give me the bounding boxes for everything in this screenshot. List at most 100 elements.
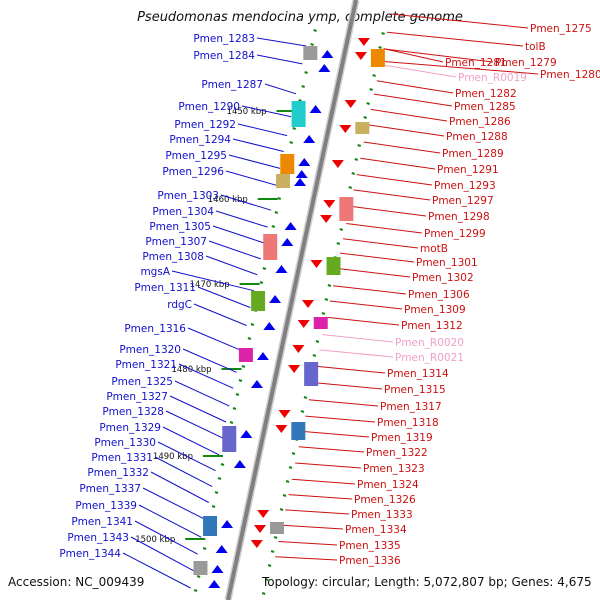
- reverse-gene-arrow: [275, 425, 288, 433]
- gene-label-right: Pmen_1291: [437, 164, 499, 176]
- tick-mark-left: [274, 211, 279, 214]
- leader-line-left: [138, 504, 202, 538]
- tick-mark-left: [214, 491, 219, 494]
- tick-mark-right: [381, 32, 385, 35]
- gene-label-right: Pmen_1315: [384, 384, 446, 396]
- gene-label-right: Pmen_1334: [345, 524, 407, 536]
- leader-line-right: [295, 462, 362, 469]
- tick-mark-right: [321, 312, 326, 315]
- forward-gene-arrow: [263, 322, 276, 330]
- leader-line-left: [171, 270, 255, 292]
- forward-gene-arrow: [303, 135, 316, 143]
- leader-line-right: [298, 446, 365, 453]
- leader-line-right: [387, 31, 524, 47]
- reverse-gene-arrow: [344, 100, 357, 108]
- leader-line-right: [336, 267, 411, 278]
- tick-mark-right: [366, 102, 370, 105]
- gene-label-left: Pmen_1329: [99, 422, 161, 434]
- forward-gene-arrow: [269, 295, 282, 303]
- gene-label-left: Pmen_1344: [59, 548, 121, 560]
- tick-mark-right: [354, 158, 359, 161]
- leader-line-right: [383, 48, 444, 63]
- tick-mark-right: [357, 144, 362, 147]
- leader-line-right: [363, 141, 441, 154]
- forward-gene-arrow: [215, 545, 228, 553]
- scale-label: 1490 kbp: [153, 452, 193, 462]
- tick-mark-left: [277, 197, 282, 200]
- tick-mark-right: [288, 466, 293, 469]
- gene-label-left: mgsA: [140, 266, 170, 278]
- tick-mark-right: [369, 88, 373, 91]
- gene-label-right: Pmen_1314: [387, 368, 449, 380]
- forward-gene-arrow: [295, 170, 308, 178]
- gene-block-forward: [303, 46, 318, 60]
- leader-line-right: [380, 60, 539, 75]
- gene-label-right: Pmen_1299: [424, 228, 486, 240]
- map-title: Pseudomonas mendocina ymp, complete geno…: [137, 10, 463, 25]
- gene-block-reverse: [270, 522, 284, 534]
- gene-block-forward: [276, 174, 291, 188]
- reverse-gene-arrow: [320, 215, 333, 223]
- tick-mark-left: [289, 141, 294, 144]
- leader-line-right: [342, 238, 419, 249]
- gene-block-reverse: [370, 49, 385, 67]
- leader-line-right: [322, 334, 394, 343]
- gene-block-forward: [193, 561, 208, 575]
- leader-line-right: [373, 93, 453, 107]
- gene-label-right: Pmen_R0020: [395, 337, 464, 349]
- leader-line-right: [390, 13, 529, 29]
- gene-label-left: Pmen_1287: [201, 79, 263, 91]
- tick-mark-right: [273, 536, 278, 539]
- scale-label: 1450 kbp: [227, 107, 267, 117]
- tick-mark-left: [250, 323, 255, 326]
- gene-label-left: Pmen_1294: [169, 134, 231, 146]
- gene-label-right: Pmen_1333: [351, 509, 413, 521]
- tick-mark-left: [238, 379, 243, 382]
- gene-label-right: Pmen_1318: [377, 417, 439, 429]
- leader-line-left: [197, 286, 251, 309]
- forward-gene-arrow: [321, 50, 334, 58]
- leader-line-left: [256, 37, 307, 47]
- forward-gene-arrow: [240, 430, 253, 438]
- leader-line-right: [285, 509, 350, 515]
- reverse-gene-arrow: [331, 160, 344, 168]
- reverse-gene-arrow: [254, 525, 266, 533]
- leader-line-right: [301, 430, 370, 438]
- scale-label: 1500 kbp: [135, 535, 175, 545]
- gene-label-right: Pmen_R0021: [395, 352, 464, 364]
- leader-line-left: [241, 105, 292, 118]
- leader-line-right: [291, 478, 356, 485]
- tick-mark-right: [324, 298, 329, 301]
- gene-label-left: Pmen_1290: [178, 101, 240, 113]
- gene-label-right: Pmen_1285: [454, 101, 516, 113]
- tick-mark-right: [372, 74, 376, 77]
- gene-label-right: Pmen_1306: [408, 289, 470, 301]
- tick-mark-left: [229, 421, 234, 424]
- leader-line-left: [237, 123, 288, 137]
- gene-label-right: Pmen_1275: [530, 23, 592, 35]
- tick-mark-left: [310, 43, 314, 46]
- gene-label-left: Pmen_1341: [71, 516, 133, 528]
- gene-label-left: Pmen_1284: [193, 50, 255, 62]
- leader-line-right: [319, 349, 394, 358]
- tick-mark-right: [285, 480, 290, 483]
- gene-label-left: Pmen_1328: [102, 406, 164, 418]
- tick-mark-left: [211, 505, 216, 508]
- leader-line-left: [232, 138, 284, 152]
- gene-label-left: Pmen_1305: [149, 221, 211, 233]
- gene-label-right: Pmen_1335: [339, 540, 401, 552]
- leader-line-right: [353, 189, 431, 201]
- tick-mark-right: [261, 592, 266, 595]
- tick-mark-left: [196, 575, 201, 578]
- accession-text: Accession: NC_009439: [8, 575, 145, 589]
- tick-mark-right: [351, 172, 356, 175]
- reverse-gene-arrow: [278, 410, 291, 418]
- gene-label-right: Pmen_1280: [540, 69, 600, 81]
- gene-label-left: Pmen_1296: [162, 166, 224, 178]
- forward-gene-arrow: [208, 580, 221, 588]
- leader-line-left: [174, 380, 230, 407]
- gene-block-forward: [203, 516, 218, 536]
- gene-label-right: Pmen_1324: [357, 479, 419, 491]
- reverse-gene-arrow: [357, 38, 370, 46]
